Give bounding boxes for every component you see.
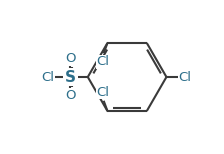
- Text: O: O: [65, 89, 76, 102]
- Text: Cl: Cl: [178, 71, 191, 83]
- Text: Cl: Cl: [96, 86, 110, 99]
- Text: Cl: Cl: [41, 71, 54, 83]
- Text: O: O: [65, 52, 76, 65]
- Text: S: S: [65, 69, 76, 85]
- Text: Cl: Cl: [96, 55, 110, 68]
